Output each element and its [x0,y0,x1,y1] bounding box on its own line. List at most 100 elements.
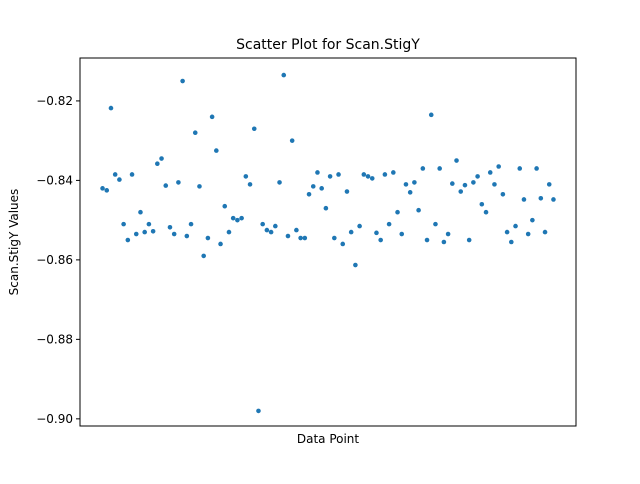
point [517,166,523,171]
y-tick-label: −0.88 [36,332,73,346]
point [180,78,185,84]
point [504,229,510,235]
point [382,172,388,177]
point [192,130,198,136]
point [201,253,206,259]
point [247,182,253,187]
point [205,235,211,241]
point [310,184,316,189]
point [332,235,337,241]
point [163,183,169,188]
point [150,228,156,234]
point [492,182,497,187]
point [369,176,375,181]
point [546,182,552,187]
y-tick-label: −0.86 [36,253,73,267]
point [256,408,261,414]
point [167,224,173,230]
point [121,221,126,227]
point [108,105,114,111]
point [534,166,539,171]
point [209,114,215,120]
point [260,221,265,227]
point [433,221,438,227]
point [357,223,362,229]
point [133,231,139,237]
point [428,112,434,118]
point [155,161,160,167]
point [129,172,135,177]
point [437,166,442,171]
point [294,227,299,233]
point [348,229,354,235]
point [146,221,152,227]
point [277,180,282,185]
point [471,180,476,185]
point [458,189,464,194]
point [466,237,472,243]
point [542,229,548,235]
point [306,192,312,197]
point [407,190,413,195]
point [521,197,527,202]
point [412,180,417,185]
point [374,230,379,236]
point [361,172,367,177]
point [239,215,244,221]
point [125,237,131,243]
plot-frame [79,57,577,427]
chart-title: Scatter Plot for Scan.StigY [236,37,420,53]
point [273,223,278,229]
point [353,262,358,268]
point [268,229,274,235]
point [445,231,451,237]
point [159,156,164,161]
point [112,172,118,177]
point [197,184,202,189]
point [298,235,303,241]
point [386,221,392,227]
point [475,174,480,179]
point [487,170,493,175]
point [323,205,329,211]
point [171,231,177,237]
point [336,172,341,177]
point [117,177,122,182]
point [142,229,147,235]
point [462,182,468,188]
point [395,209,400,215]
point [391,170,396,175]
point [138,209,143,215]
point [420,166,426,171]
point [344,189,350,194]
point [530,217,535,223]
point [285,233,291,239]
point [378,237,383,243]
x-axis-label: Data Point [297,432,360,446]
point [399,231,405,237]
point [500,192,506,197]
point [441,239,447,245]
point [104,188,110,193]
point [479,201,485,207]
point [416,207,421,213]
point [454,158,459,163]
point [315,170,320,175]
point [424,237,430,243]
point [218,241,223,247]
y-tick-label: −0.90 [36,412,73,426]
point [188,221,194,227]
point [251,126,257,132]
point [319,186,324,191]
point [222,203,228,209]
point [483,209,489,215]
point [365,174,371,179]
point [403,182,409,187]
point [525,231,531,237]
point [340,241,346,247]
point [230,215,236,221]
y-tick-label: −0.84 [36,173,73,187]
point [235,217,240,223]
point [281,72,287,78]
